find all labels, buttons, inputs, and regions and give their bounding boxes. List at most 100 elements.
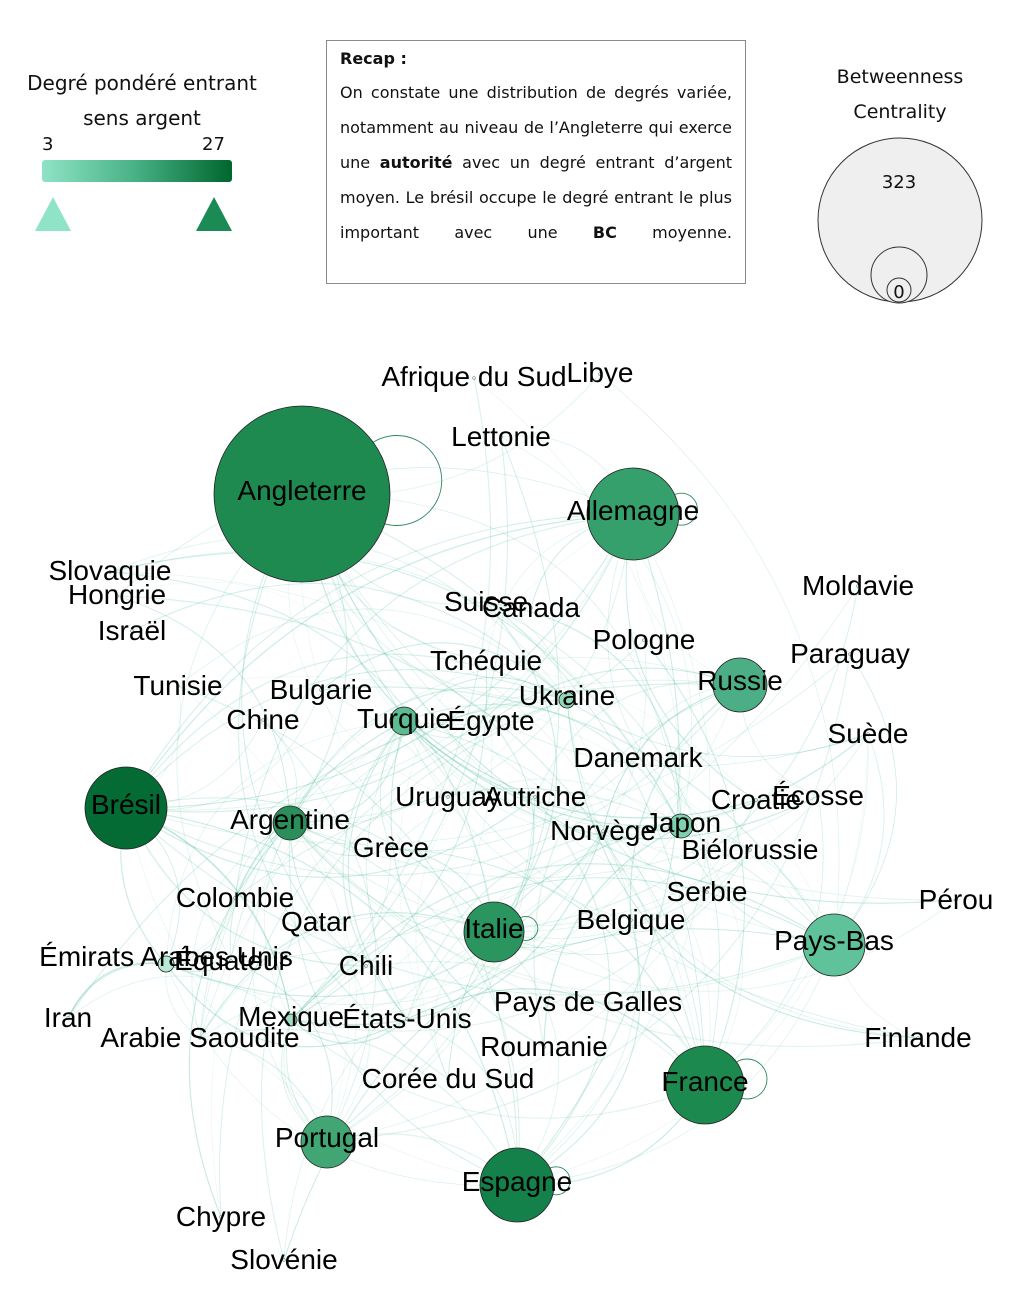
- node-label-serbie: Serbie: [667, 876, 748, 907]
- node-grece[interactable]: [389, 846, 393, 850]
- node-label-tunisie: Tunisie: [133, 670, 222, 701]
- node-tchequie[interactable]: [484, 659, 488, 663]
- graph-edge: [566, 699, 919, 1039]
- bc-legend-circle-mid: [870, 246, 928, 304]
- graph-edge: [229, 822, 291, 962]
- node-slovenie[interactable]: [282, 1258, 286, 1262]
- node-serbie[interactable]: [705, 890, 709, 894]
- node-slovaquie[interactable]: [108, 570, 112, 574]
- node-iran[interactable]: [66, 1016, 70, 1020]
- graph-edge: [289, 822, 358, 1143]
- graph-edge: [116, 595, 291, 824]
- node-etats-unis[interactable]: [405, 1017, 409, 1021]
- node-label-ecosse: Écosse: [772, 780, 864, 811]
- graph-edge: [125, 513, 634, 809]
- node-italie[interactable]: [463, 901, 525, 963]
- node-label-qatar: Qatar: [281, 906, 351, 937]
- node-equateur[interactable]: [229, 959, 233, 963]
- graph-edge: [289, 720, 405, 824]
- node-bielorussie[interactable]: [748, 848, 752, 852]
- node-arabie-saoudite[interactable]: [198, 1036, 202, 1040]
- node-qatar[interactable]: [314, 920, 318, 924]
- node-russie[interactable]: [712, 657, 768, 713]
- node-japon[interactable]: [668, 813, 694, 839]
- graph-edge: [199, 961, 706, 1086]
- degree-legend-title: Degré pondéré entrant sens argent: [27, 71, 257, 130]
- graph-edge: [289, 513, 634, 824]
- node-chypre[interactable]: [219, 1215, 223, 1219]
- node-label-bielorussie: Biélorussie: [682, 834, 819, 865]
- graph-edge: [403, 639, 645, 725]
- node-ecosse[interactable]: [816, 794, 820, 798]
- node-afrique-du-sud[interactable]: [472, 376, 476, 380]
- graph-edge: [290, 877, 835, 1021]
- node-egypte[interactable]: [489, 719, 493, 723]
- graph-edge: [398, 513, 634, 1080]
- node-chine[interactable]: [261, 718, 265, 722]
- node-france[interactable]: [665, 1045, 745, 1125]
- node-pays-de-galles[interactable]: [586, 1000, 590, 1004]
- node-moldavie[interactable]: [856, 584, 860, 588]
- graph-edge: [403, 720, 706, 1086]
- node-perou[interactable]: [954, 898, 958, 902]
- node-chili[interactable]: [364, 964, 368, 968]
- node-label-afrique-du-sud: Afrique du Sud: [381, 361, 566, 392]
- node-autriche[interactable]: [533, 795, 537, 799]
- graph-edge: [516, 796, 611, 1186]
- graph-edge: [403, 676, 568, 722]
- node-danemark[interactable]: [636, 756, 640, 760]
- node-pologne[interactable]: [642, 638, 646, 642]
- node-label-suisse: Suisse: [444, 586, 528, 617]
- graph-edge: [262, 719, 377, 1143]
- node-suisse[interactable]: [484, 600, 488, 604]
- graph-edge: [406, 988, 706, 1086]
- node-hongrie[interactable]: [115, 594, 119, 598]
- node-paraguay[interactable]: [848, 652, 852, 656]
- graph-labels: Angleterre Allemagne Brésil Russie Pays-Bas F…: [39, 357, 993, 1275]
- node-libye[interactable]: [598, 372, 602, 376]
- graph-edge: [289, 757, 639, 852]
- node-label-libye: Libye: [567, 357, 634, 388]
- graph-edge: [125, 653, 568, 809]
- node-bresil[interactable]: [84, 766, 168, 850]
- node-label-danemark: Danemark: [573, 742, 703, 773]
- node-bulgarie[interactable]: [319, 688, 323, 692]
- graph-edge: [290, 830, 604, 1026]
- node-angleterre[interactable]: [213, 405, 391, 583]
- node-mexique[interactable]: [284, 1013, 298, 1027]
- node-pays-bas[interactable]: [802, 913, 866, 977]
- node-emirats-arabes-unis[interactable]: [157, 955, 175, 973]
- node-lettonie[interactable]: [499, 435, 503, 439]
- node-finlande[interactable]: [916, 1036, 920, 1040]
- node-belgique[interactable]: [629, 918, 633, 922]
- node-colombie[interactable]: [233, 896, 237, 900]
- graph-edge: [234, 787, 835, 946]
- node-label-suede: Suède: [828, 718, 909, 749]
- graph-edge: [390, 778, 682, 849]
- node-portugal[interactable]: [300, 1115, 354, 1169]
- node-canada[interactable]: [529, 606, 533, 610]
- graph-edge: [125, 807, 835, 996]
- node-norvege[interactable]: [601, 829, 605, 833]
- graph-edge: [289, 686, 568, 824]
- node-uruguay[interactable]: [446, 795, 450, 799]
- graph-edge: [533, 684, 741, 1048]
- node-turquie[interactable]: [389, 706, 419, 736]
- node-allemagne[interactable]: [586, 467, 680, 561]
- node-argentine[interactable]: [272, 805, 308, 841]
- graph-edges: [67, 373, 957, 1261]
- node-ukraine[interactable]: [558, 691, 576, 709]
- node-roumanie[interactable]: [542, 1045, 546, 1049]
- triangle-min-icon: [35, 197, 71, 231]
- node-espagne[interactable]: [479, 1147, 555, 1223]
- node-israel[interactable]: [130, 629, 134, 633]
- graph-edge: [125, 807, 367, 967]
- node-tunisie[interactable]: [176, 684, 180, 688]
- node-croatie[interactable]: [754, 798, 758, 802]
- graph-edge: [199, 699, 568, 1039]
- node-coree-du-sud[interactable]: [446, 1077, 450, 1081]
- node-label-belgique: Belgique: [577, 904, 686, 935]
- node-suede[interactable]: [866, 732, 870, 736]
- node-label-slovenie: Slovénie: [230, 1244, 337, 1275]
- node-label-bulgarie: Bulgarie: [270, 674, 373, 705]
